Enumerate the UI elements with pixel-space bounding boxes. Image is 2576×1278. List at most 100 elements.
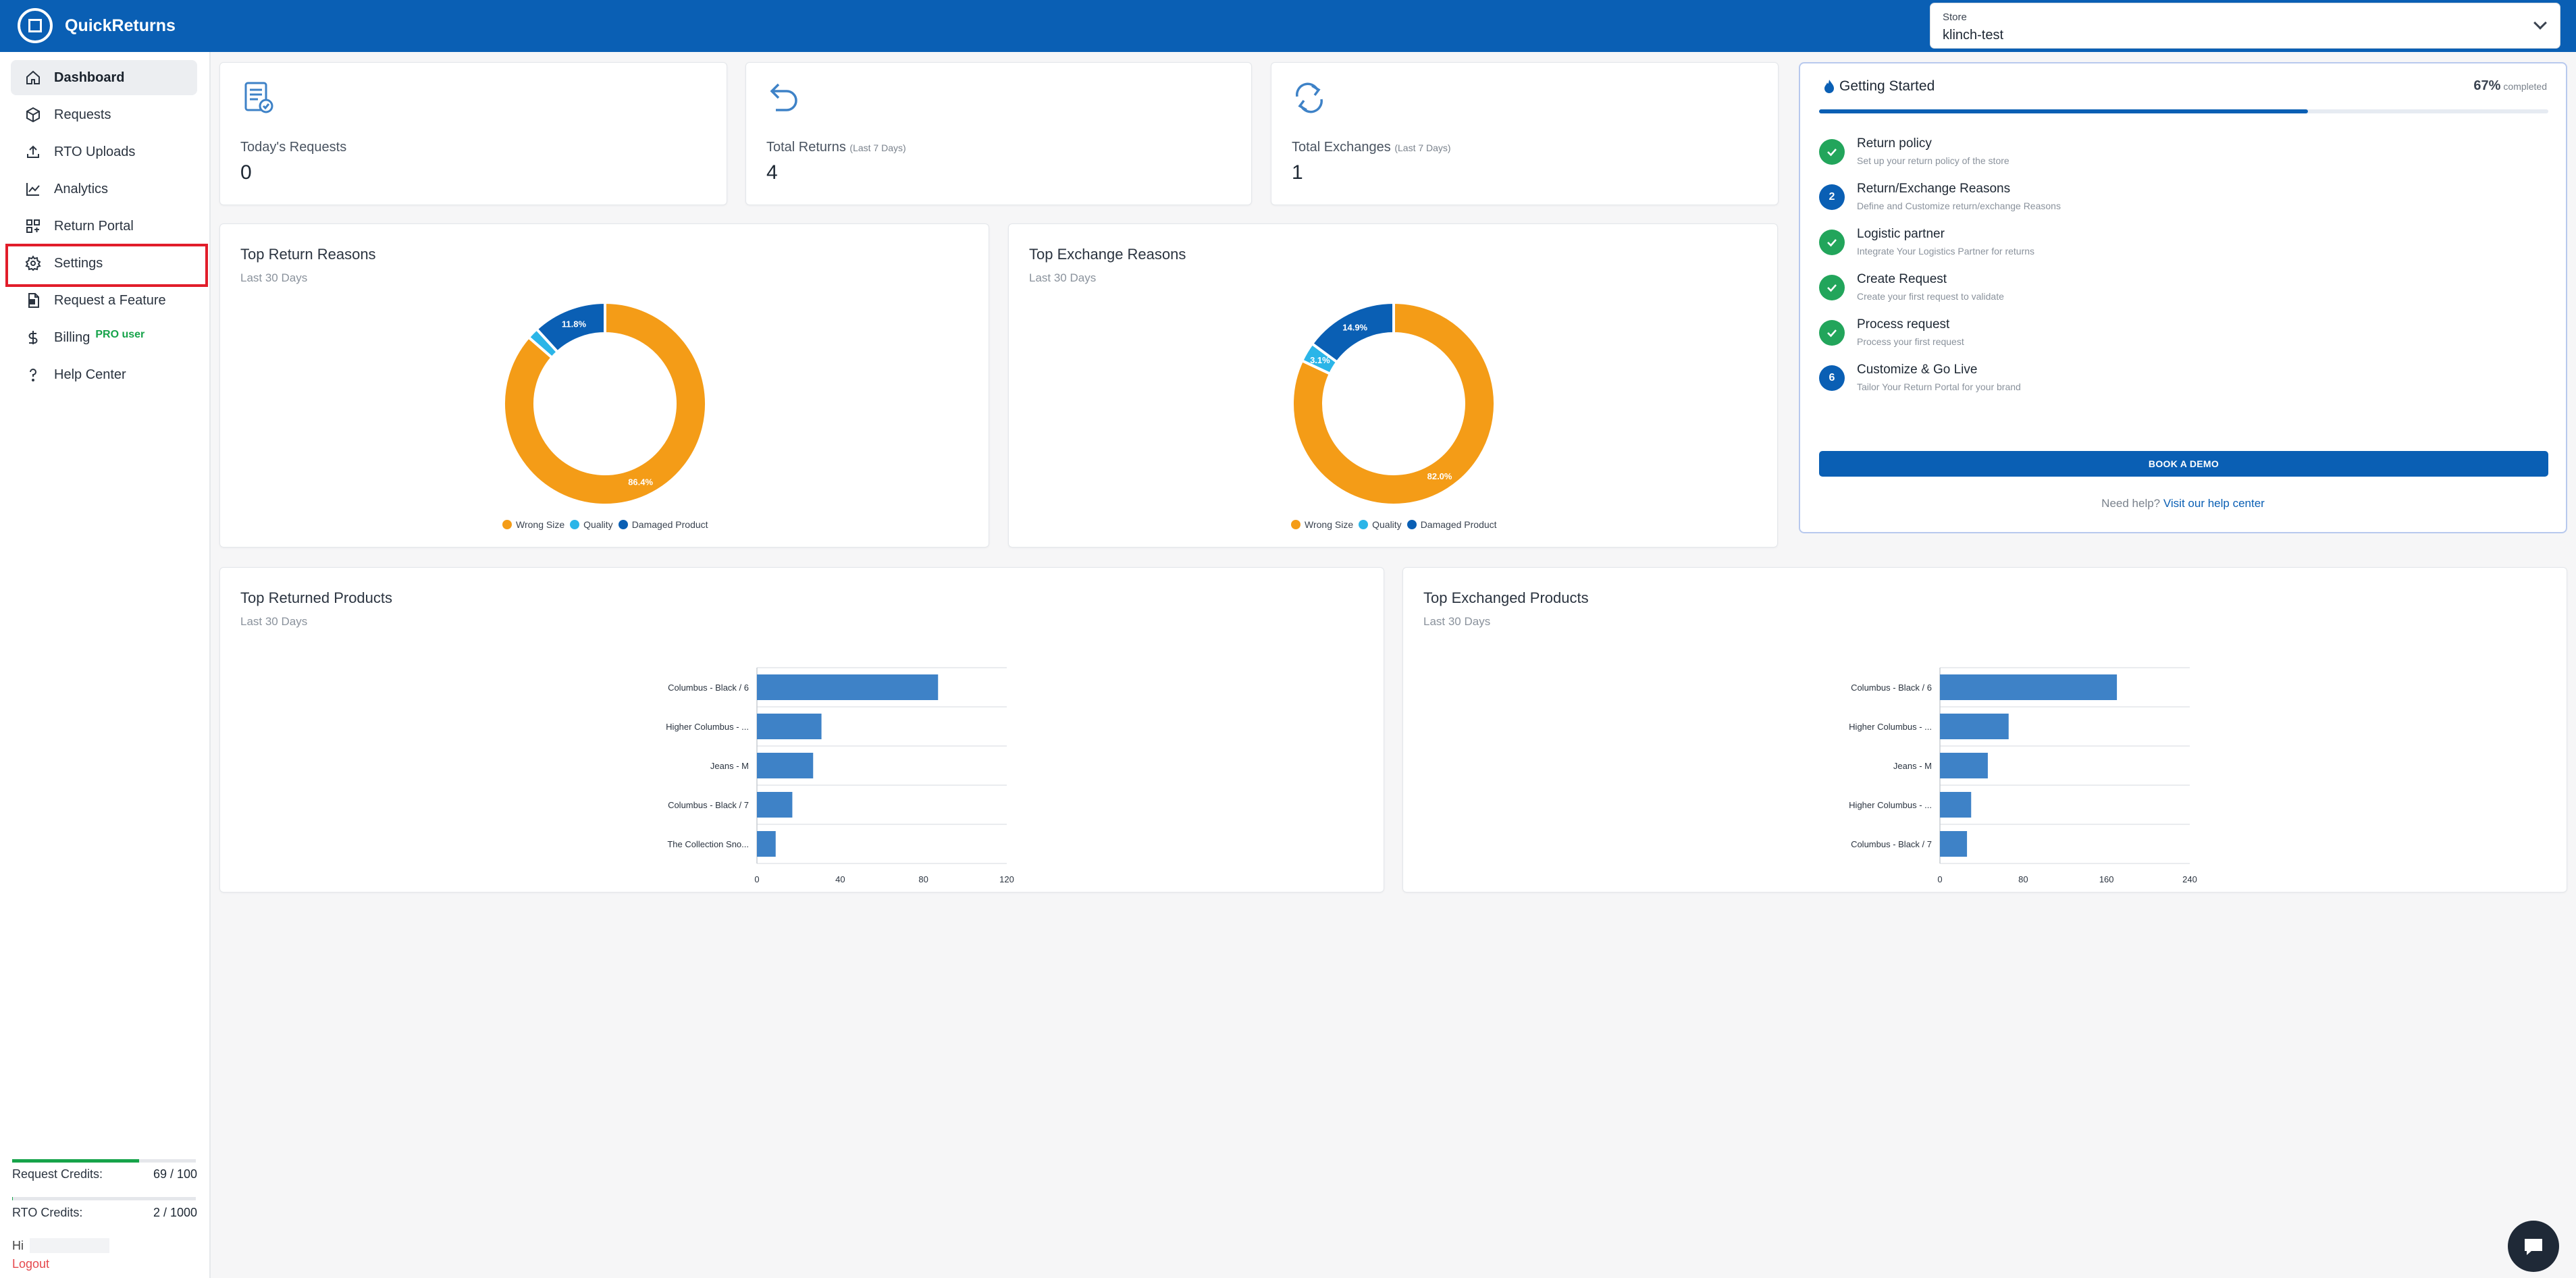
- app-name: QuickReturns: [65, 16, 176, 35]
- question-icon: [24, 366, 42, 383]
- book-demo-button[interactable]: BOOK A DEMO: [1819, 451, 2548, 477]
- pro-user-badge: PRO user: [95, 329, 145, 340]
- quickreturns-logo-icon: [18, 8, 53, 43]
- getting-started-step[interactable]: 2 Return/Exchange Reasons Define and Custo…: [1819, 182, 2535, 222]
- document-plus-icon: [24, 292, 42, 309]
- sidebar-item-analytics[interactable]: Analytics: [11, 171, 197, 207]
- sidebar-item-requests[interactable]: Requests: [11, 97, 197, 132]
- step-description: Set up your return policy of the store: [1857, 155, 2009, 166]
- check-icon: [1819, 230, 1845, 255]
- sidebar-item-label: RTO Uploads: [54, 144, 136, 159]
- x-tick-label: 240: [2182, 874, 2197, 884]
- getting-started-step[interactable]: Return policy Set up your return policy o…: [1819, 136, 2535, 177]
- legend-label: Wrong Size: [516, 519, 565, 530]
- legend-label: Quality: [1372, 519, 1402, 530]
- card-title: Top Return Reasons: [240, 246, 376, 263]
- bar[interactable]: [757, 753, 814, 778]
- request-credits-value: 69 / 100: [153, 1167, 197, 1181]
- top-returned-products-card: Top Returned Products Last 30 Days Colum…: [219, 567, 1384, 893]
- bar[interactable]: [757, 831, 776, 857]
- step-description: Define and Customize return/exchange Rea…: [1857, 201, 2061, 211]
- stat-value: 1: [1292, 161, 1303, 184]
- step-number-badge: 2: [1819, 184, 1845, 210]
- store-select[interactable]: Store klinch-test: [1930, 3, 2560, 49]
- stat-title: Total Returns (Last 7 Days): [766, 140, 906, 155]
- legend-swatch: [570, 520, 580, 529]
- stat-card-total-exchanges: Total Exchanges (Last 7 Days) 1: [1271, 62, 1779, 205]
- x-tick-label: 80: [918, 874, 928, 884]
- legend-swatch: [618, 520, 628, 529]
- rto-credits-value: 2 / 1000: [153, 1206, 197, 1219]
- getting-started-step[interactable]: Create Request Create your first request …: [1819, 272, 2535, 313]
- bar[interactable]: [757, 792, 793, 818]
- store-value: klinch-test: [1943, 28, 2004, 43]
- stat-card-today-requests: Today's Requests 0: [219, 62, 727, 205]
- bar[interactable]: [1940, 831, 1968, 857]
- sidebar-item-billing[interactable]: Billing PRO user: [11, 320, 197, 355]
- gear-icon: [24, 255, 42, 272]
- top-return-reasons-card: Top Return Reasons Last 30 Days 86.4% 11.…: [219, 223, 989, 548]
- getting-started-title: Getting Started: [1823, 78, 1935, 95]
- bar[interactable]: [1940, 792, 1972, 818]
- step-description: Integrate Your Logistics Partner for ret…: [1857, 246, 2035, 257]
- step-title: Customize & Go Live: [1857, 363, 1978, 377]
- greeting: Hi: [12, 1239, 24, 1252]
- step-title: Logistic partner: [1857, 227, 1945, 241]
- step-description: Tailor Your Return Portal for your brand: [1857, 381, 2021, 392]
- bar[interactable]: [757, 714, 822, 739]
- legend-swatch: [1291, 520, 1300, 529]
- legend-label: Wrong Size: [1305, 519, 1354, 530]
- category-label: Higher Columbus - ...: [1849, 722, 1932, 732]
- category-label: Columbus - Black / 6: [1851, 683, 1932, 693]
- dollar-icon: [24, 329, 42, 346]
- getting-started-step[interactable]: Process request Process your first reques…: [1819, 317, 2535, 358]
- sidebar-item-help-center[interactable]: Help Center: [11, 357, 197, 392]
- donut-slice[interactable]: [502, 301, 708, 506]
- bar[interactable]: [757, 674, 939, 700]
- grid-icon: [24, 217, 42, 235]
- donut-slice[interactable]: [1291, 301, 1496, 506]
- check-icon: [1819, 320, 1845, 346]
- bar[interactable]: [1940, 753, 1988, 778]
- stat-title: Today's Requests: [240, 140, 347, 155]
- home-icon: [24, 69, 42, 86]
- request-credits-bar: [12, 1159, 196, 1163]
- x-tick-label: 40: [835, 874, 845, 884]
- sidebar-item-label: Settings: [54, 255, 103, 271]
- exchange-reasons-legend: Wrong Size Quality Damaged Product: [1286, 519, 1497, 530]
- donut-slice[interactable]: [1310, 301, 1395, 365]
- sidebar-item-rto-uploads[interactable]: RTO Uploads: [11, 134, 197, 169]
- card-subtitle: Last 30 Days: [1029, 271, 1097, 284]
- box-icon: [24, 106, 42, 124]
- sidebar-item-dashboard[interactable]: Dashboard: [11, 60, 197, 95]
- brand[interactable]: QuickReturns: [18, 8, 176, 43]
- bar[interactable]: [1940, 674, 2118, 700]
- donut-slice[interactable]: [534, 301, 606, 354]
- sidebar-item-return-portal[interactable]: Return Portal: [11, 209, 197, 244]
- logout-link[interactable]: Logout: [12, 1257, 50, 1271]
- sidebar-item-label: Help Center: [54, 367, 126, 382]
- legend-label: Damaged Product: [631, 519, 708, 530]
- sidebar-item-label: Billing: [54, 329, 90, 345]
- stat-title: Total Exchanges (Last 7 Days): [1292, 140, 1451, 155]
- stat-card-total-returns: Total Returns (Last 7 Days) 4: [745, 62, 1252, 205]
- progress-fill: [1819, 109, 2308, 113]
- card-title: Top Exchanged Products: [1423, 589, 1589, 606]
- bar[interactable]: [1940, 714, 2009, 739]
- sidebar-item-settings[interactable]: Settings: [11, 246, 197, 281]
- check-icon: [1819, 139, 1845, 165]
- request-doc-icon: [244, 82, 273, 113]
- category-label: Higher Columbus - ...: [666, 722, 749, 732]
- getting-started-step[interactable]: 6 Customize & Go Live Tailor Your Return P…: [1819, 363, 2535, 403]
- rto-credits-bar: [12, 1197, 196, 1200]
- step-description: Create your first request to validate: [1857, 291, 2004, 302]
- flame-icon: [1824, 80, 1834, 93]
- rto-credits-fill: [12, 1197, 13, 1200]
- legend-label: Quality: [583, 519, 613, 530]
- help-center-link[interactable]: Visit our help center: [2163, 497, 2265, 510]
- sidebar-item-request-feature[interactable]: Request a Feature: [11, 283, 197, 318]
- legend-swatch: [502, 520, 512, 529]
- getting-started-step[interactable]: Logistic partner Integrate Your Logistics…: [1819, 227, 2535, 267]
- category-label: Jeans - M: [1893, 761, 1932, 771]
- chat-button[interactable]: [2508, 1221, 2559, 1272]
